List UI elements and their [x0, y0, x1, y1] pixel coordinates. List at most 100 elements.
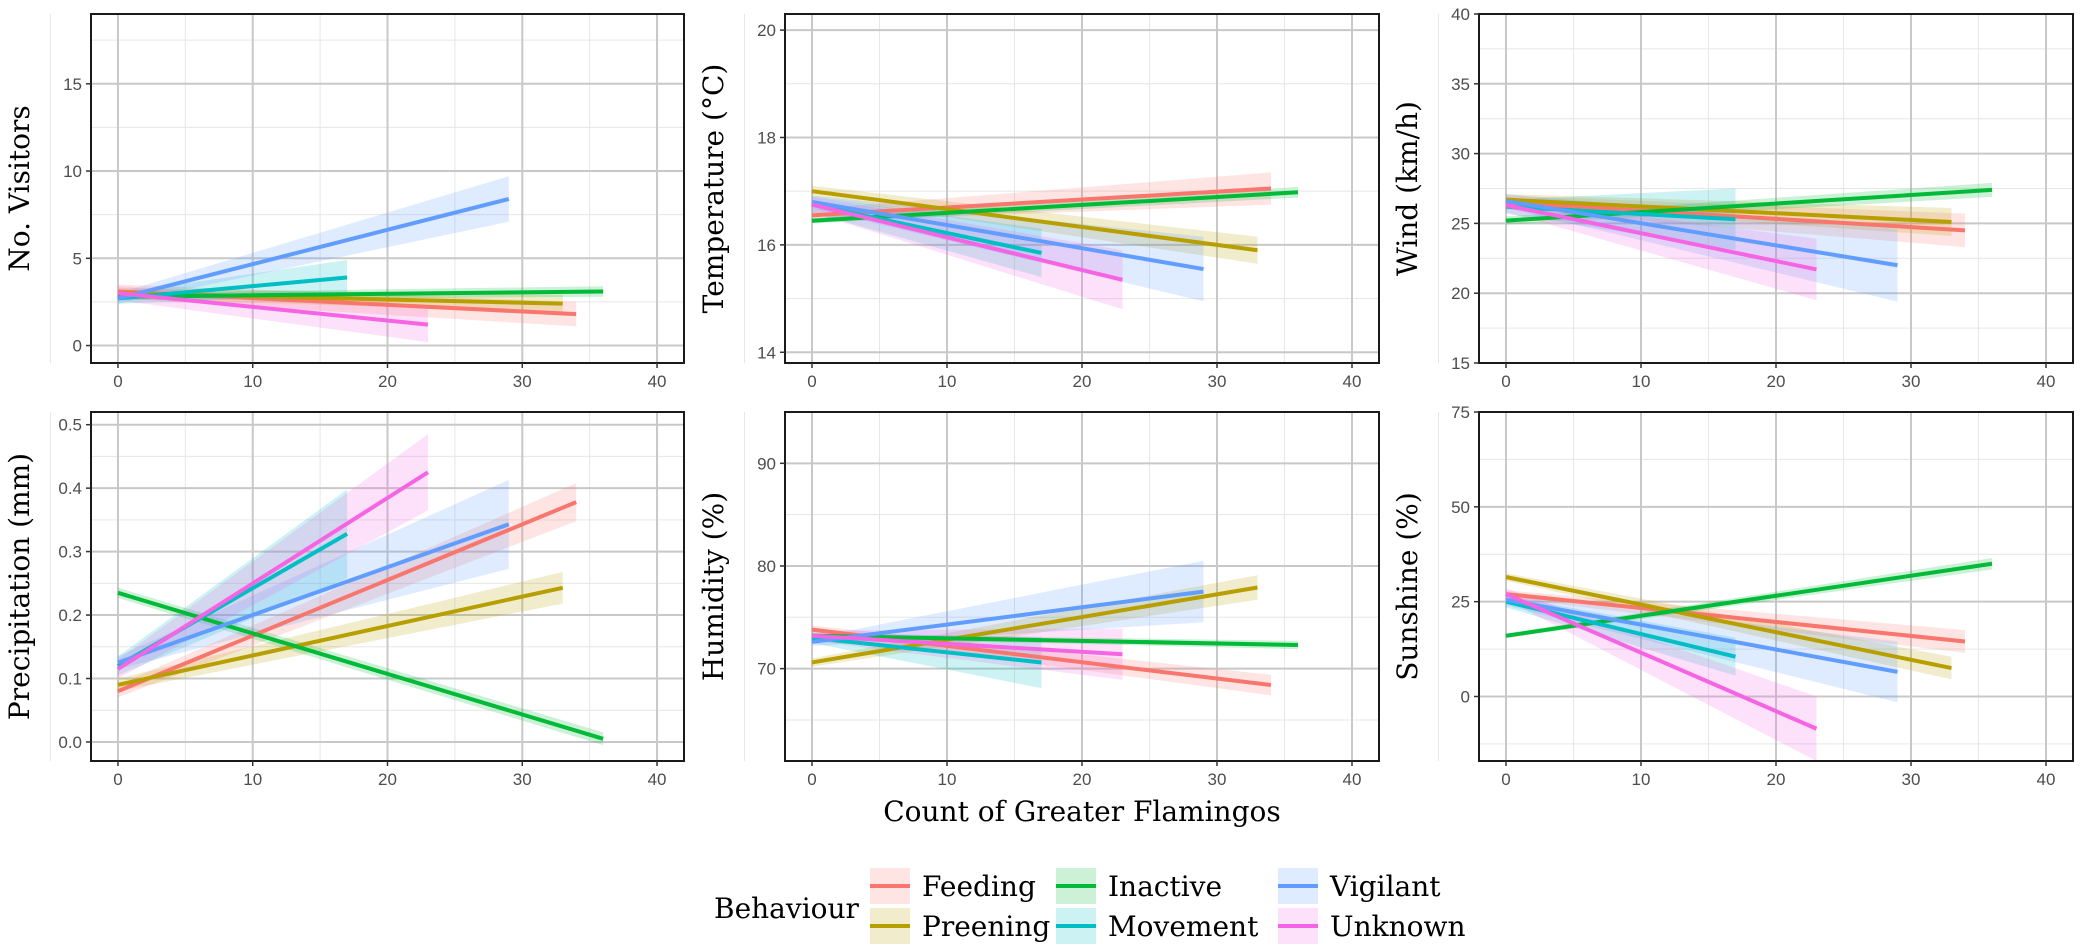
- x-tick-label: 0: [1501, 770, 1510, 789]
- series-line-vigilant: [1505, 597, 1898, 674]
- x-tick-label: 40: [648, 770, 667, 789]
- y-axis-title-temperature: Temperature (°C): [697, 64, 730, 314]
- axis-ticks: 0 10 20 30 40 0.0 0.1 0.2 0.3 0.4 0.5: [58, 416, 666, 789]
- y-tick-label: 20: [1451, 284, 1470, 303]
- x-tick-label: 0: [113, 770, 122, 789]
- x-tick-label: 40: [1343, 770, 1362, 789]
- x-tick-label: 10: [938, 372, 957, 391]
- legend-label: Movement: [1108, 910, 1259, 943]
- series-line-vigilant: [117, 522, 510, 665]
- x-tick-label: 0: [1501, 372, 1510, 391]
- axis-ticks: 0 10 20 30 40 0 25 50 75: [1451, 403, 2055, 789]
- x-tick-label: 20: [1073, 372, 1092, 391]
- series-line-unknown: [1505, 592, 1818, 731]
- series-line-unknown: [811, 202, 1123, 282]
- shared-x-axis-title: Count of Greater Flamingos: [883, 795, 1281, 828]
- y-axis-title-humidity: Humidity (%): [697, 492, 730, 681]
- x-tick-label: 10: [1632, 770, 1651, 789]
- x-tick-label: 20: [378, 372, 397, 391]
- legend-item-feeding: Feeding: [870, 868, 1036, 904]
- series-line-unknown: [117, 291, 429, 327]
- x-tick-label: 10: [1632, 372, 1651, 391]
- x-tick-label: 10: [243, 372, 262, 391]
- series-line-unknown: [1505, 203, 1817, 272]
- series-line-feeding: [1505, 592, 1966, 644]
- regression-lines: [1505, 187, 1993, 272]
- legend-item-vigilant: Vigilant: [1278, 868, 1441, 904]
- y-tick-label: 0.1: [58, 670, 82, 689]
- legend-label: Feeding: [922, 870, 1036, 903]
- axis-ticks: 0 10 20 30 40 0 5 10 15: [63, 75, 666, 391]
- series-line-preening: [1505, 197, 1952, 225]
- minor-grid: [744, 412, 1379, 761]
- regression-lines: [811, 186, 1299, 282]
- axis-ticks: 0 10 20 30 40 14 16 18 20: [757, 21, 1361, 391]
- x-tick-label: 10: [938, 770, 957, 789]
- regression-lines: [811, 585, 1299, 688]
- y-tick-label: 80: [757, 557, 776, 576]
- ci-band-unknown: [1506, 588, 1817, 761]
- x-tick-label: 0: [807, 770, 816, 789]
- legend-item-unknown: Unknown: [1278, 908, 1466, 944]
- panel-precipitation: 0 10 20 30 40 0.0 0.1 0.2 0.3 0.4 0.5 Precipitation…: [3, 411, 685, 789]
- series-line-inactive: [117, 289, 604, 299]
- x-tick-label: 40: [2037, 372, 2056, 391]
- x-tick-label: 0: [807, 372, 816, 391]
- y-tick-label: 0.2: [58, 606, 82, 625]
- x-tick-label: 30: [1902, 372, 1921, 391]
- x-tick-label: 20: [378, 770, 397, 789]
- regression-lines: [117, 197, 604, 327]
- y-tick-label: 70: [757, 660, 776, 679]
- legend-label: Inactive: [1108, 870, 1222, 903]
- behaviour-legend: Behaviour Feeding Preening Inactive Movemen…: [714, 868, 1466, 944]
- series-line-movement: [117, 275, 348, 301]
- y-tick-label: 40: [1451, 5, 1470, 24]
- panels-layer: 0 10 20 30 40 0 5 10 15 No. Visitors 0 10 20 30 40 14 16…: [3, 5, 2074, 789]
- x-tick-label: 20: [1767, 372, 1786, 391]
- y-tick-label: 16: [757, 236, 776, 255]
- series-line-unknown: [116, 470, 430, 671]
- y-axis-title-precipitation: Precipitation (mm): [3, 453, 36, 720]
- ci-band-unknown: [1506, 198, 1817, 301]
- major-grid: [91, 14, 684, 363]
- x-tick-label: 30: [513, 770, 532, 789]
- y-tick-label: 0: [1461, 688, 1470, 707]
- series-line-feeding: [811, 186, 1272, 218]
- series-line-inactive: [811, 633, 1299, 648]
- y-tick-label: 25: [1451, 214, 1470, 233]
- legend-item-preening: Preening: [870, 908, 1050, 944]
- major-grid: [785, 14, 1379, 363]
- y-axis-title-sunshine: Sunshine (%): [1391, 492, 1424, 681]
- y-tick-label: 15: [63, 75, 82, 94]
- series-line-movement: [811, 635, 1042, 665]
- regression-lines: [1505, 561, 1993, 731]
- axis-ticks: 0 10 20 30 40 70 80 90: [757, 454, 1361, 789]
- x-tick-label: 30: [1902, 770, 1921, 789]
- legend-label: Preening: [922, 910, 1050, 943]
- x-tick-label: 40: [648, 372, 667, 391]
- panel-wind: 0 10 20 30 40 15 20 25 30 35 40 Wind (km/h): [1391, 5, 2074, 391]
- series-line-vigilant: [811, 199, 1204, 272]
- regression-lines: [116, 470, 604, 741]
- series-line-unknown: [811, 633, 1123, 657]
- legend-item-inactive: Inactive: [1056, 868, 1222, 904]
- panel-temperature: 0 10 20 30 40 14 16 18 20 Temperature (°C): [697, 13, 1380, 391]
- y-tick-label: 50: [1451, 498, 1470, 517]
- y-axis-title-wind: Wind (km/h): [1391, 101, 1424, 276]
- series-line-feeding: [117, 500, 577, 694]
- x-tick-label: 30: [513, 372, 532, 391]
- legend-item-movement: Movement: [1056, 908, 1259, 944]
- y-tick-label: 35: [1451, 75, 1470, 94]
- series-line-feeding: [1505, 200, 1966, 233]
- ci-band-vigilant: [812, 560, 1204, 646]
- x-tick-label: 30: [1208, 770, 1227, 789]
- y-tick-label: 0.0: [58, 733, 82, 752]
- y-tick-label: 18: [757, 128, 776, 147]
- x-tick-label: 40: [1343, 372, 1362, 391]
- y-tick-label: 14: [757, 343, 776, 362]
- confidence-ribbons: [812, 560, 1298, 696]
- axis-ticks: 0 10 20 30 40 15 20 25 30 35 40: [1451, 5, 2055, 391]
- y-tick-label: 0.5: [58, 416, 82, 435]
- legend-label: Vigilant: [1329, 870, 1441, 903]
